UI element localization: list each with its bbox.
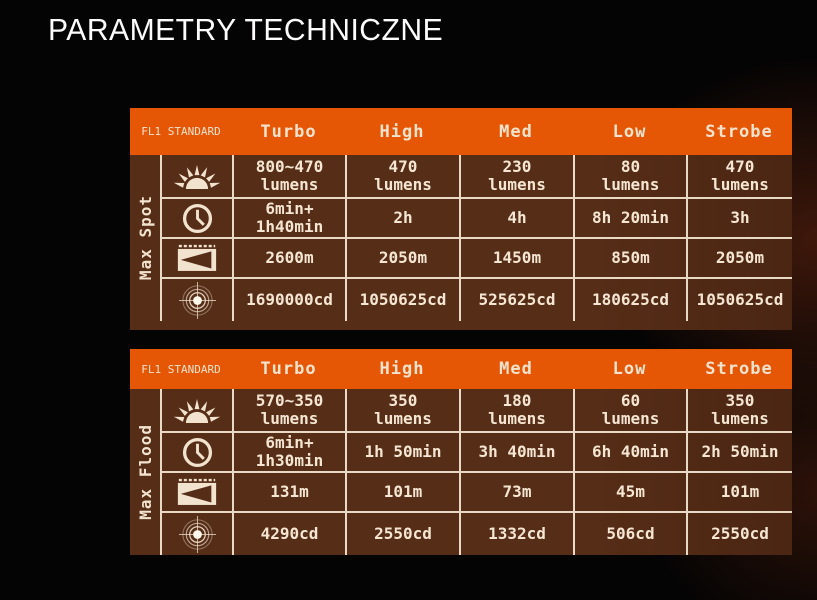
table-cell: 131m	[232, 471, 345, 511]
table-cell: 8h 20min	[573, 197, 686, 237]
table-cell: 1h 50min	[345, 431, 459, 471]
column-header-high: High	[379, 121, 425, 142]
column-header-strobe: Strobe	[705, 359, 773, 379]
brightness-sun-icon	[162, 155, 232, 197]
table-cell: 6h 40min	[573, 431, 686, 471]
table-cell: 3h 40min	[459, 431, 573, 471]
beam-distance-icon	[162, 237, 232, 277]
table-cell: 6min+ 1h40min	[232, 197, 345, 237]
max-spot-label: Max Spot	[135, 195, 155, 281]
table-cell: 101m	[345, 471, 459, 511]
brightness-sun-icon	[162, 389, 232, 431]
fl1-standard-label: FL1 STANDARD	[141, 362, 221, 376]
max-spot-header-row: FL1 STANDARD Turbo High Med Low Strobe	[130, 108, 792, 155]
page-title: PARAMETRY TECHNICZNE	[48, 12, 444, 47]
table-cell: 470 lumens	[686, 155, 792, 197]
table-cell: 2600m	[232, 237, 345, 277]
max-flood-table: FL1 STANDARD Turbo High Med Low Strobe M…	[130, 349, 792, 555]
table-cell: 570~350 lumens	[232, 389, 345, 431]
table-cell: 2h 50min	[686, 431, 792, 471]
table-cell: 80 lumens	[573, 155, 686, 197]
table-cell: 525625cd	[459, 277, 573, 321]
table-cell: 350 lumens	[686, 389, 792, 431]
runtime-clock-icon	[162, 431, 232, 471]
column-header-high: High	[379, 359, 425, 379]
fl1-standard-label: FL1 STANDARD	[141, 125, 221, 138]
table-cell: 60 lumens	[573, 389, 686, 431]
table-cell: 4290cd	[232, 511, 345, 555]
max-flood-header-row: FL1 STANDARD Turbo High Med Low Strobe	[130, 349, 792, 389]
max-spot-body: Max Spot 800~470 lumens 470 lumens 230 l…	[130, 155, 792, 330]
row-group-label: Max Flood	[130, 389, 162, 555]
table-cell: 506cd	[573, 511, 686, 555]
table-cell: 1450m	[459, 237, 573, 277]
column-header-med: Med	[499, 121, 533, 142]
peak-intensity-target-icon	[162, 511, 232, 555]
max-spot-table: FL1 STANDARD Turbo High Med Low Strobe M…	[130, 108, 792, 330]
table-cell: 73m	[459, 471, 573, 511]
column-header-strobe: Strobe	[705, 121, 773, 142]
table-cell: 6min+ 1h30min	[232, 431, 345, 471]
column-header-med: Med	[499, 359, 533, 379]
table-cell: 1690000cd	[232, 277, 345, 321]
column-header-low: Low	[612, 359, 647, 379]
beam-distance-icon	[162, 471, 232, 511]
table-cell: 1050625cd	[345, 277, 459, 321]
peak-intensity-target-icon	[162, 277, 232, 321]
table-cell: 2050m	[345, 237, 459, 277]
table-cell: 4h	[459, 197, 573, 237]
table-cell: 2550cd	[686, 511, 792, 555]
table-cell: 3h	[686, 197, 792, 237]
table-cell: 45m	[573, 471, 686, 511]
table-cell: 230 lumens	[459, 155, 573, 197]
runtime-clock-icon	[162, 197, 232, 237]
table-cell: 2h	[345, 197, 459, 237]
column-header-turbo: Turbo	[260, 359, 317, 379]
column-header-low: Low	[612, 121, 647, 142]
row-group-label: Max Spot	[130, 155, 162, 321]
table-cell: 101m	[686, 471, 792, 511]
table-cell: 2050m	[686, 237, 792, 277]
table-cell: 350 lumens	[345, 389, 459, 431]
table-cell: 800~470 lumens	[232, 155, 345, 197]
table-cell: 180625cd	[573, 277, 686, 321]
table-cell: 850m	[573, 237, 686, 277]
table-cell: 1050625cd	[686, 277, 792, 321]
column-header-turbo: Turbo	[260, 121, 317, 142]
table-cell: 1332cd	[459, 511, 573, 555]
table-cell: 2550cd	[345, 511, 459, 555]
max-flood-label: Max Flood	[135, 424, 155, 520]
table-cell: 180 lumens	[459, 389, 573, 431]
table-cell: 470 lumens	[345, 155, 459, 197]
max-flood-body: Max Flood 570~350 lumens 350 lumens 180 …	[130, 389, 792, 555]
